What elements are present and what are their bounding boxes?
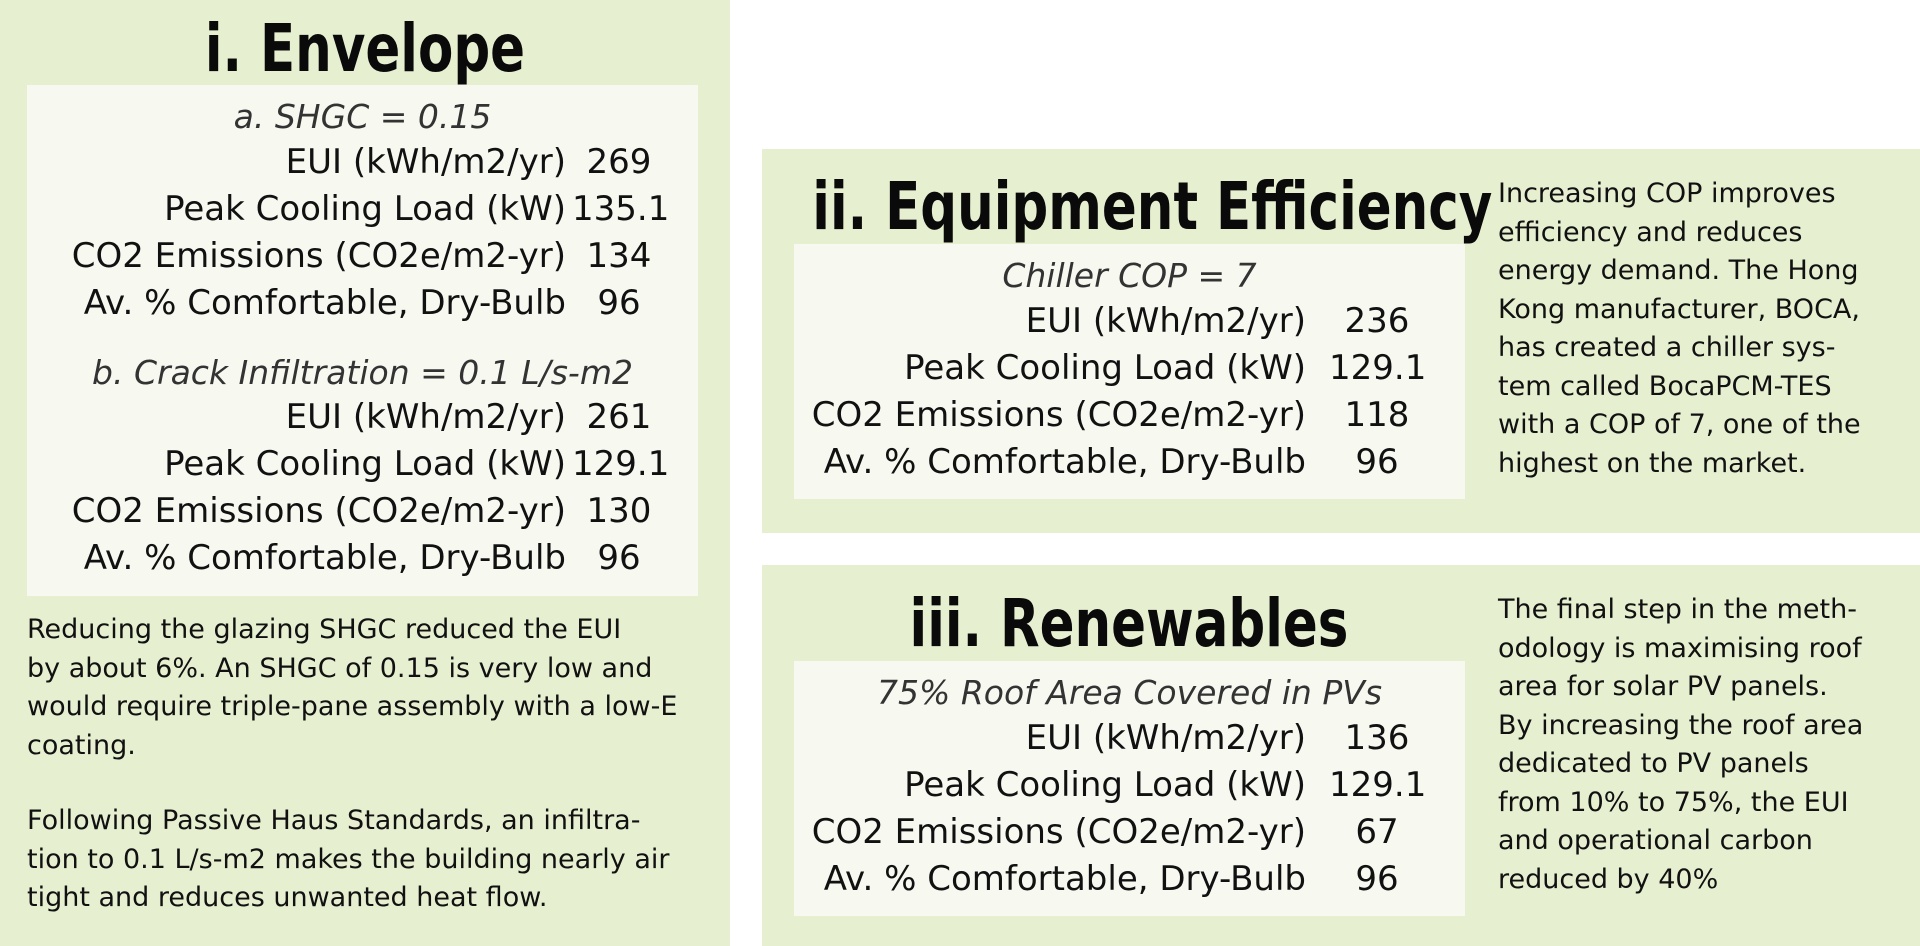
text-line: and operational carbon	[1498, 825, 1813, 856]
text-line: The final step in the meth-	[1498, 594, 1857, 625]
equipment-description: Increasing COP improves efficiency and r…	[1498, 175, 1861, 483]
text-line: Increasing COP improves	[1498, 178, 1836, 209]
case-b-rows: EUI (kWh/m2/yr) 261 Peak Cooling Load (kW…	[27, 396, 698, 584]
text-line: dedicated to PV panels	[1498, 748, 1809, 779]
metric-value: 135.1	[572, 189, 670, 229]
table-row: EUI (kWh/m2/yr) 261	[27, 396, 698, 443]
text-line: Following Passive Haus Standards, an inf…	[27, 805, 641, 836]
metric-label: CO2 Emissions (CO2e/m2-yr)	[71, 491, 566, 531]
metric-label: CO2 Emissions (CO2e/m2-yr)	[71, 236, 566, 276]
equipment-subtitle: Chiller COP = 7	[1002, 256, 1257, 295]
text-line: tem called BocaPCM-TES	[1498, 370, 1832, 402]
table-row: Av. % Comfortable, Dry-Bulb 96	[27, 537, 698, 584]
envelope-heading: i. Envelope	[204, 10, 526, 87]
metric-label: CO2 Emissions (CO2e/m2-yr)	[811, 812, 1306, 852]
text-line: with a COP of 7, one of the	[1498, 409, 1861, 440]
case-b-subtitle: b. Crack Infiltration = 0.1 L/s-m2	[92, 353, 633, 392]
table-row: EUI (kWh/m2/yr) 236	[794, 300, 1465, 347]
metric-label: Peak Cooling Load (kW)	[904, 348, 1306, 388]
renewables-subtitle: 75% Roof Area Covered in PVs	[876, 673, 1383, 712]
text-line: has created a chiller sys-	[1498, 332, 1836, 363]
table-row: Av. % Comfortable, Dry-Bulb 96	[794, 441, 1465, 488]
text-line: By increasing the roof area	[1498, 709, 1864, 741]
renewables-heading: iii. Renewables	[909, 585, 1349, 662]
envelope-paragraph-shgc: Reducing the glazing SHGC reduced the EU…	[27, 611, 677, 765]
text-line: Reducing the glazing SHGC reduced the EU…	[27, 614, 622, 645]
metric-label: EUI (kWh/m2/yr)	[285, 142, 566, 182]
text-line: would require triple-pane assembly with …	[27, 691, 678, 722]
metric-value: 134	[586, 236, 652, 276]
text-line: tion to 0.1 L/s-m2 makes the building ne…	[27, 843, 670, 875]
renewables-results-table: 75% Roof Area Covered in PVs EUI (kWh/m2…	[794, 661, 1465, 916]
table-row: CO2 Emissions (CO2e/m2-yr) 67	[794, 811, 1465, 858]
metric-value: 136	[1344, 718, 1410, 758]
text-line: Kong manufacturer, BOCA,	[1498, 293, 1860, 325]
metric-label: Av. % Comfortable, Dry-Bulb	[823, 442, 1306, 482]
metric-label: EUI (kWh/m2/yr)	[1025, 301, 1306, 341]
metric-label: EUI (kWh/m2/yr)	[285, 397, 566, 437]
text-line: reduced by 40%	[1498, 863, 1719, 895]
metric-value: 269	[586, 142, 652, 182]
metric-value: 118	[1344, 395, 1410, 435]
metric-label: Peak Cooling Load (kW)	[164, 189, 566, 229]
equipment-panel: ii. Equipment Efficiency Chiller COP = 7…	[762, 149, 1920, 533]
table-row: Av. % Comfortable, Dry-Bulb 96	[27, 282, 698, 329]
metric-label: Peak Cooling Load (kW)	[164, 444, 566, 484]
table-row: EUI (kWh/m2/yr) 136	[794, 717, 1465, 764]
metric-value: 67	[1355, 812, 1399, 852]
renewables-rows: EUI (kWh/m2/yr) 136 Peak Cooling Load (kW…	[794, 717, 1465, 905]
metric-label: EUI (kWh/m2/yr)	[1025, 718, 1306, 758]
equipment-heading: ii. Equipment Efficiency	[812, 168, 1493, 245]
metric-label: Av. % Comfortable, Dry-Bulb	[83, 283, 566, 323]
equipment-results-table: Chiller COP = 7 EUI (kWh/m2/yr) 236 Peak …	[794, 244, 1465, 499]
table-row: CO2 Emissions (CO2e/m2-yr) 134	[27, 235, 698, 282]
case-a-subtitle: a. SHGC = 0.15	[233, 97, 492, 136]
case-a-rows: EUI (kWh/m2/yr) 269 Peak Cooling Load (kW…	[27, 141, 698, 329]
metric-value: 129.1	[1329, 348, 1427, 388]
metric-value: 130	[586, 491, 652, 531]
metric-label: CO2 Emissions (CO2e/m2-yr)	[811, 395, 1306, 435]
metric-label: Av. % Comfortable, Dry-Bulb	[83, 538, 566, 578]
metric-value: 96	[1355, 859, 1399, 899]
metric-value: 96	[1355, 442, 1399, 482]
metric-label: Peak Cooling Load (kW)	[904, 765, 1306, 805]
metric-label: Av. % Comfortable, Dry-Bulb	[823, 859, 1306, 899]
table-row: Peak Cooling Load (kW) 135.1	[27, 188, 698, 235]
equipment-rows: EUI (kWh/m2/yr) 236 Peak Cooling Load (kW…	[794, 300, 1465, 488]
metric-value: 236	[1344, 301, 1410, 341]
metric-value: 129.1	[572, 444, 670, 484]
envelope-results-table: a. SHGC = 0.15 EUI (kWh/m2/yr) 269 Peak C…	[27, 85, 698, 596]
table-row: Peak Cooling Load (kW) 129.1	[27, 443, 698, 490]
table-row: CO2 Emissions (CO2e/m2-yr) 130	[27, 490, 698, 537]
text-line: by about 6%. An SHGC of 0.15 is very low…	[27, 652, 653, 684]
table-row: Av. % Comfortable, Dry-Bulb 96	[794, 858, 1465, 905]
metric-value: 129.1	[1329, 765, 1427, 805]
renewables-panel: iii. Renewables 75% Roof Area Covered in…	[762, 565, 1920, 946]
text-line: efficiency and reduces	[1498, 216, 1803, 248]
text-line: area for solar PV panels.	[1498, 671, 1828, 702]
text-line: energy demand. The Hong	[1498, 255, 1859, 286]
table-row: CO2 Emissions (CO2e/m2-yr) 118	[794, 394, 1465, 441]
text-line: tight and reduces unwanted heat flow.	[27, 882, 548, 913]
text-line: from 10% to 75%, the EUI	[1498, 786, 1849, 818]
table-row: EUI (kWh/m2/yr) 269	[27, 141, 698, 188]
metric-value: 96	[597, 538, 641, 578]
envelope-paragraph-infiltration: Following Passive Haus Standards, an inf…	[27, 802, 670, 918]
table-row: Peak Cooling Load (kW) 129.1	[794, 347, 1465, 394]
table-row: Peak Cooling Load (kW) 129.1	[794, 764, 1465, 811]
text-line: coating.	[27, 729, 136, 761]
metric-value: 261	[586, 397, 652, 437]
metric-value: 96	[597, 283, 641, 323]
renewables-description: The final step in the meth- odology is m…	[1498, 591, 1863, 899]
envelope-panel: i. Envelope a. SHGC = 0.15 EUI (kWh/m2/y…	[0, 0, 730, 946]
text-line: highest on the market.	[1498, 447, 1807, 479]
text-line: odology is maximising roof	[1498, 632, 1862, 664]
